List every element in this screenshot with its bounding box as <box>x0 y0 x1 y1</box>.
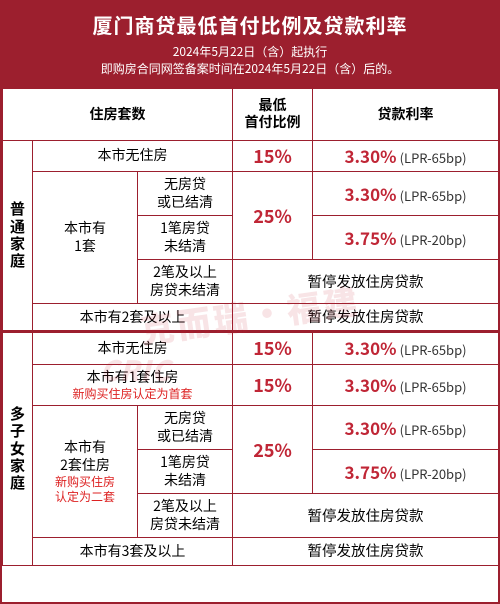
sub-no-loan: 无房贷 或已结清 <box>138 172 233 216</box>
rate-375-1: 3.75% (LPR-20bp) <box>313 216 499 260</box>
main-title: 厦门商贷最低首付比例及贷款利率 <box>6 10 494 39</box>
column-header-row: 住房套数 最低 首付比例 贷款利率 <box>3 88 499 140</box>
m-cond-1: 本市有1套住房 新购买住房认定为首套 <box>33 364 233 406</box>
m-sub-1-loan: 1笔房贷 未结清 <box>138 450 233 494</box>
m-cond-3plus: 本市有3套及以上 <box>33 538 233 565</box>
dp-25: 25% <box>233 172 313 260</box>
col-housing-count: 住房套数 <box>3 88 233 140</box>
m-rate-375: 3.75% (LPR-20bp) <box>313 450 499 494</box>
rate-330-2: 3.30% (LPR-65bp) <box>313 172 499 216</box>
multi-row-1: 本市有1套住房 新购买住房认定为首套 15% 3.30% (LPR-65bp) <box>3 364 499 406</box>
header-banner: 厦门商贷最低首付比例及贷款利率 2024年5月22日（含）起执行 即购房合同网签… <box>2 2 498 88</box>
m-rate-330-2: 3.30% (LPR-65bp) <box>313 364 499 406</box>
sub-2plus-loan: 2笔及以上 房贷未结清 <box>138 260 233 304</box>
m-sub-2plus-loan: 2笔及以上 房贷未结清 <box>138 494 233 538</box>
m-dp-25: 25% <box>233 406 313 494</box>
policy-table: 住房套数 最低 首付比例 贷款利率 普通家庭 本市无住房 15% 3.30% (… <box>2 88 499 566</box>
multi-row-2-clear: 本市有 2套住房 新购买住房 认定为二套 无房贷 或已结清 25% 3.30% … <box>3 406 499 450</box>
rate-330-1: 3.30% (LPR-65bp) <box>313 140 499 172</box>
ordinary-row-1-clear: 本市有 1套 无房贷 或已结清 25% 3.30% (LPR-65bp) <box>3 172 499 216</box>
subtitle-line2: 即购房合同网签备案时间在2024年5月22日（含）后的。 <box>6 60 494 77</box>
m-dp-15a: 15% <box>233 332 313 365</box>
m-rate-330-3: 3.30% (LPR-65bp) <box>313 406 499 450</box>
suspend-2: 暂停发放住房贷款 <box>233 304 499 332</box>
ordinary-row-2plus: 本市有2套及以上 暂停发放住房贷款 <box>3 304 499 332</box>
m-dp-15b: 15% <box>233 364 313 406</box>
multi-row-none: 多子女家庭 本市无住房 15% 3.30% (LPR-65bp) <box>3 332 499 365</box>
dp-15: 15% <box>233 140 313 172</box>
suspend-1: 暂停发放住房贷款 <box>233 260 499 304</box>
multi-row-3plus: 本市有3套及以上 暂停发放住房贷款 <box>3 538 499 565</box>
group-ordinary: 普通家庭 <box>3 140 33 332</box>
m-sub-no-loan: 无房贷 或已结清 <box>138 406 233 450</box>
m-suspend-1: 暂停发放住房贷款 <box>233 494 499 538</box>
m-cond-no-house: 本市无住房 <box>33 332 233 365</box>
m-rate-330-1: 3.30% (LPR-65bp) <box>313 332 499 365</box>
ordinary-row-none: 普通家庭 本市无住房 15% 3.30% (LPR-65bp) <box>3 140 499 172</box>
col-downpayment: 最低 首付比例 <box>233 88 313 140</box>
group-multichild: 多子女家庭 <box>3 332 33 565</box>
col-rate: 贷款利率 <box>313 88 499 140</box>
table-frame: 厦门商贷最低首付比例及贷款利率 2024年5月22日（含）起执行 即购房合同网签… <box>0 0 500 604</box>
cond-no-house: 本市无住房 <box>33 140 233 172</box>
cond-2plus: 本市有2套及以上 <box>33 304 233 332</box>
m-suspend-2: 暂停发放住房贷款 <box>233 538 499 565</box>
sub-1-loan: 1笔房贷 未结清 <box>138 216 233 260</box>
cond-has-1: 本市有 1套 <box>33 172 138 304</box>
subtitle-line1: 2024年5月22日（含）起执行 <box>6 43 494 60</box>
m-cond-2: 本市有 2套住房 新购买住房 认定为二套 <box>33 406 138 538</box>
